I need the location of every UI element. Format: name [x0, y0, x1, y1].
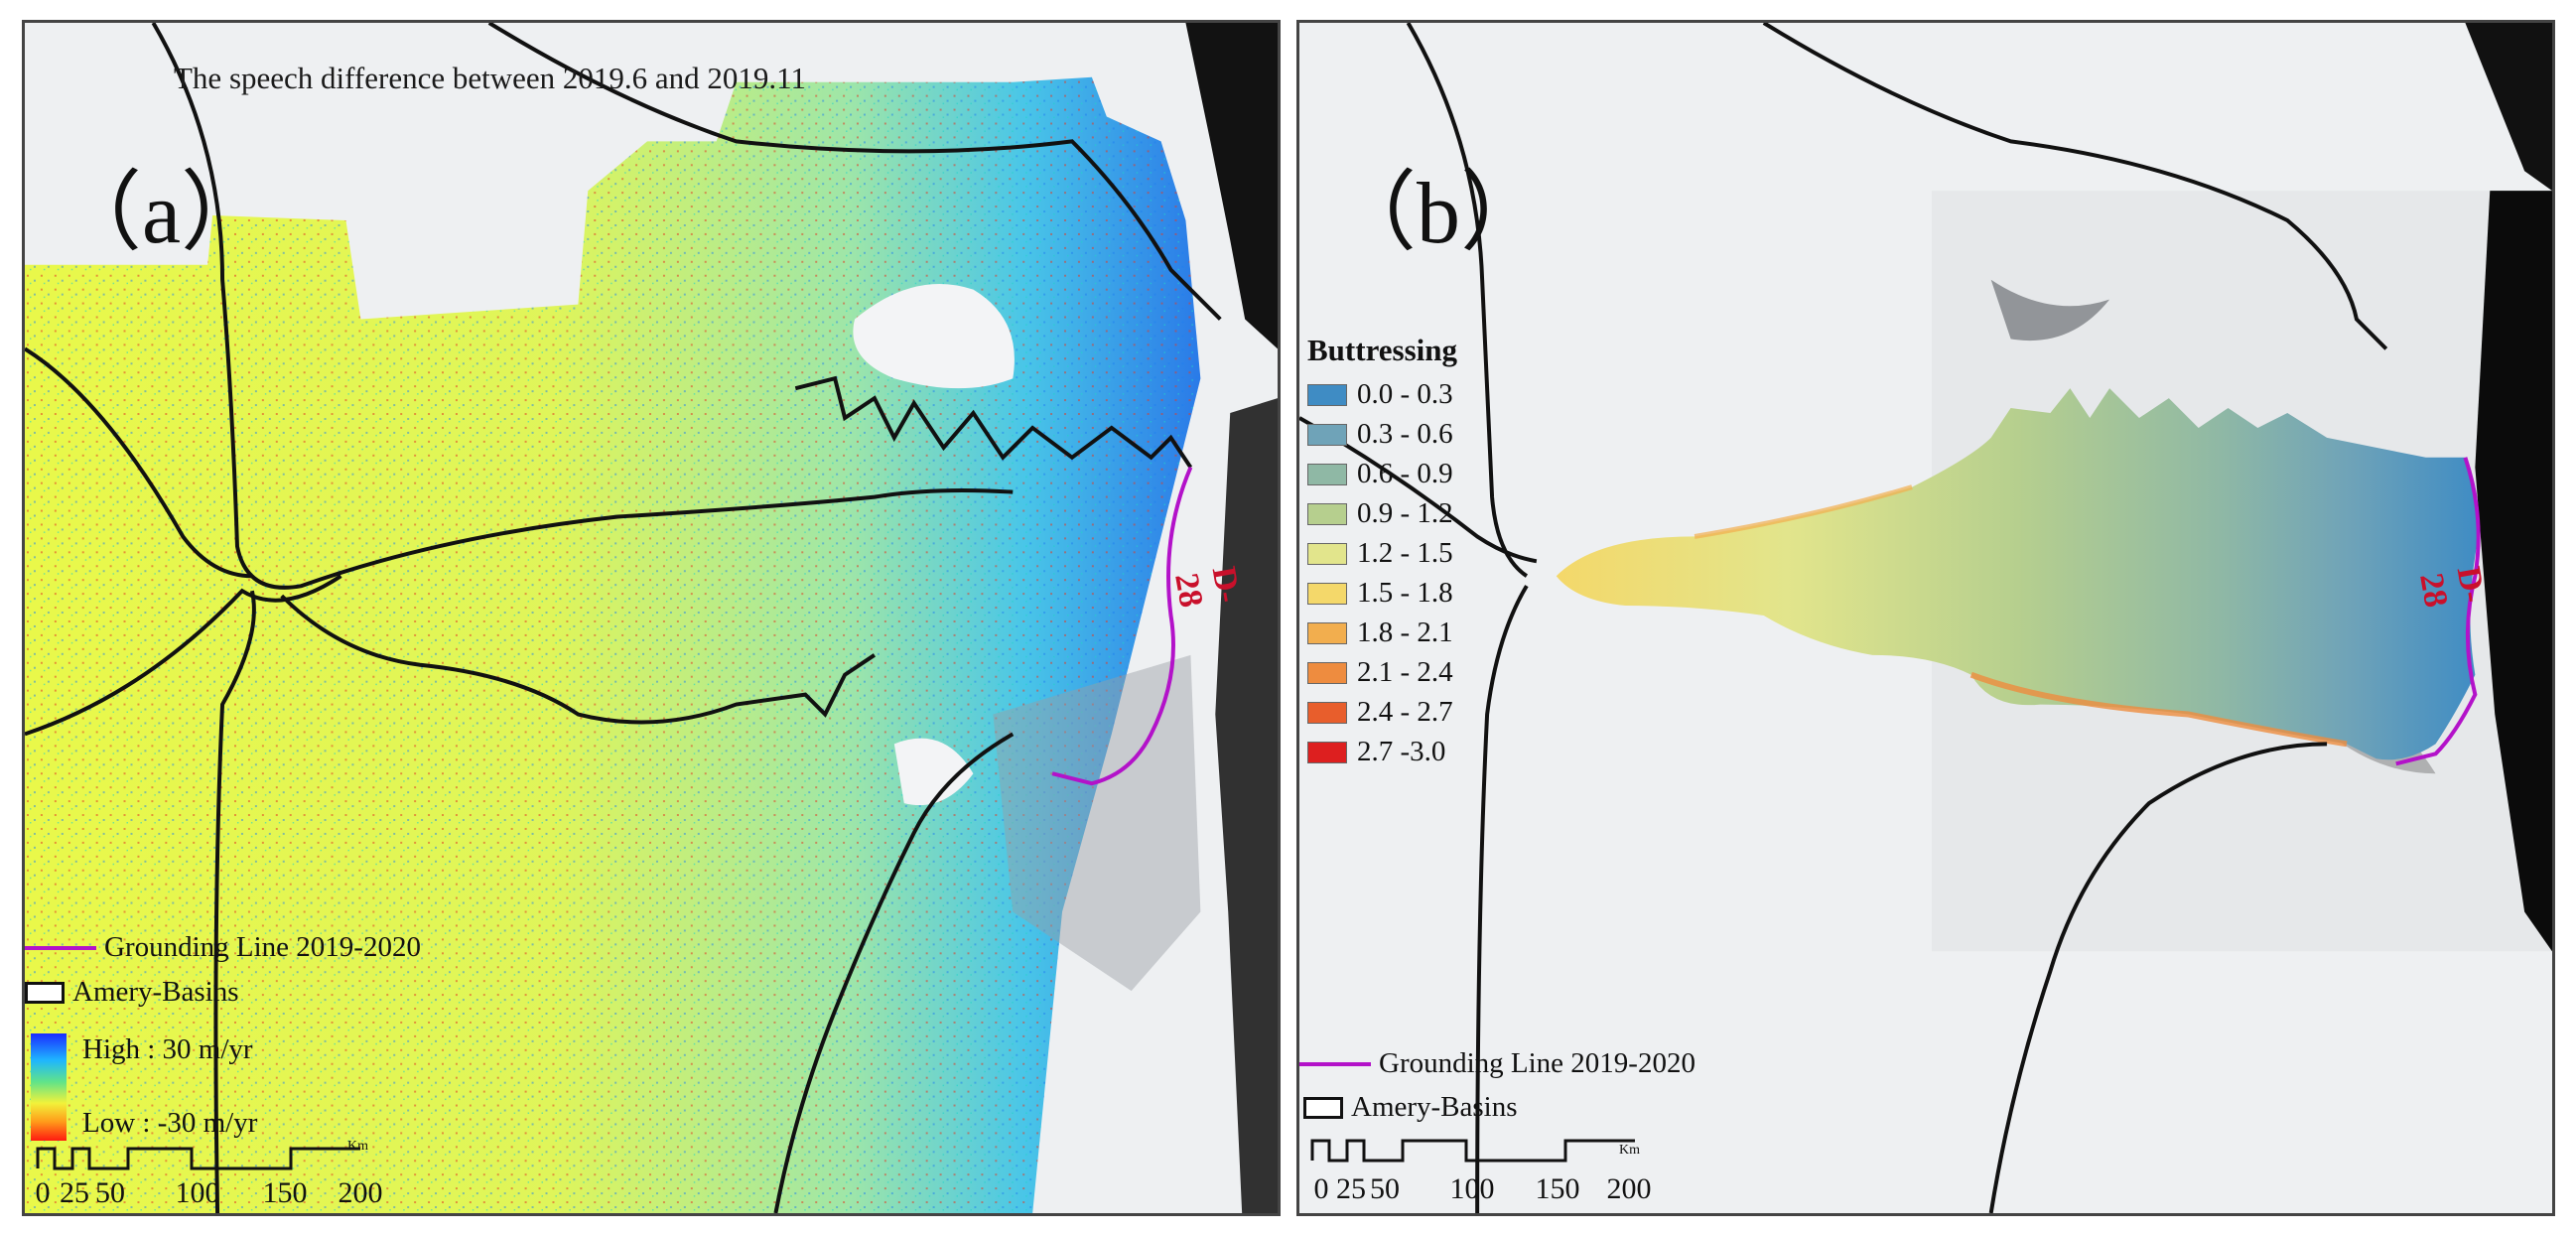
buttressing-swatch — [1307, 621, 1347, 644]
buttressing-class-label: 0.0 - 0.3 — [1357, 378, 1453, 410]
buttressing-class: 1.5 - 1.8 — [1307, 577, 1453, 610]
scale-tick: 25 — [1336, 1172, 1366, 1205]
scale-bar-a — [36, 1147, 360, 1170]
legend-grounding-line-b: Grounding Line 2019-2020 — [1299, 1047, 1695, 1080]
buttressing-swatch — [1307, 423, 1347, 446]
buttressing-class-label: 1.5 - 1.8 — [1357, 577, 1453, 609]
buttressing-swatch — [1307, 542, 1347, 565]
legend-basins-label: Amery-Basins — [1351, 1091, 1518, 1123]
map-panel-a: The speech difference between 2019.6 and… — [22, 20, 1281, 1216]
buttressing-class: 0.9 - 1.2 — [1307, 497, 1453, 530]
buttressing-swatch — [1307, 582, 1347, 605]
buttressing-swatch — [1307, 661, 1347, 684]
map-title: The speech difference between 2019.6 and… — [174, 61, 806, 95]
buttressing-class: 1.2 - 1.5 — [1307, 537, 1453, 570]
legend-basins-a: Amery-Basins — [25, 976, 239, 1009]
buttressing-class-label: 0.9 - 1.2 — [1357, 497, 1453, 529]
scale-tick: 200 — [338, 1176, 383, 1209]
scale-tick: 100 — [175, 1176, 220, 1209]
buttressing-legend-title: Buttressing — [1307, 333, 1458, 367]
legend-grounding-line-a: Grounding Line 2019-2020 — [25, 931, 421, 964]
colorbar-low-label: Low : -30 m/yr — [82, 1107, 258, 1139]
buttressing-class-label: 2.4 - 2.7 — [1357, 696, 1453, 728]
scale-tick: 150 — [262, 1176, 308, 1209]
grounding-line-swatch — [1299, 1061, 1371, 1066]
iceberg-label-b: D-28 — [2412, 564, 2493, 611]
colorbar-high-label: High : 30 m/yr — [82, 1033, 253, 1065]
buttressing-class-label: 1.2 - 1.5 — [1357, 537, 1453, 569]
buttressing-class-label: 2.7 -3.0 — [1357, 736, 1446, 767]
scale-tick: 0 — [1313, 1172, 1329, 1205]
scale-tick: 50 — [95, 1176, 125, 1209]
buttressing-class: 0.6 - 0.9 — [1307, 458, 1453, 490]
grounding-line-swatch — [25, 945, 96, 950]
buttressing-swatch — [1307, 383, 1347, 406]
velocity-colorbar — [31, 1033, 67, 1141]
scale-tick: 0 — [35, 1176, 51, 1209]
basin-swatch — [25, 981, 65, 1004]
legend-grounding-line-label: Grounding Line 2019-2020 — [1379, 1047, 1695, 1079]
legend-basins-b: Amery-Basins — [1303, 1091, 1518, 1124]
legend-basins-label: Amery-Basins — [72, 976, 239, 1008]
panel-label-b: （b） — [1329, 166, 1549, 262]
buttressing-class-label: 2.1 - 2.4 — [1357, 656, 1453, 688]
buttressing-class: 2.1 - 2.4 — [1307, 656, 1453, 689]
buttressing-map — [1299, 23, 2552, 1213]
buttressing-class-label: 0.6 - 0.9 — [1357, 458, 1453, 489]
basin-swatch — [1303, 1096, 1343, 1119]
grounding-line-b — [2395, 457, 2481, 766]
scale-unit-a: Km — [347, 1139, 368, 1154]
buttressing-class: 2.4 - 2.7 — [1307, 696, 1453, 729]
scale-bar-b — [1310, 1139, 1635, 1163]
scale-ticks-a: 0 25 50 100 150 200 — [33, 1176, 383, 1210]
buttressing-class: 0.0 - 0.3 — [1307, 378, 1453, 411]
grounding-line-a — [1051, 466, 1193, 786]
buttressing-class: 0.3 - 0.6 — [1307, 418, 1453, 451]
buttressing-swatch — [1307, 741, 1347, 763]
buttressing-swatch — [1307, 463, 1347, 485]
buttressing-class-label: 1.8 - 2.1 — [1357, 617, 1453, 648]
map-panel-b: （b） D-28 Buttressing 0.0 - 0.3 0.3 - 0.6 0… — [1296, 20, 2555, 1216]
legend-grounding-line-label: Grounding Line 2019-2020 — [104, 931, 421, 963]
buttressing-swatch — [1307, 502, 1347, 525]
buttressing-class: 1.8 - 2.1 — [1307, 617, 1453, 649]
scale-tick: 25 — [60, 1176, 89, 1209]
scale-tick: 200 — [1606, 1172, 1652, 1205]
velocity-difference-map — [25, 23, 1278, 1213]
scale-unit-b: Km — [1619, 1143, 1640, 1158]
scale-ticks-b: 0 25 50 100 150 200 — [1307, 1172, 1652, 1206]
scale-tick: 150 — [1535, 1172, 1580, 1205]
scale-tick: 100 — [1449, 1172, 1495, 1205]
buttressing-class: 2.7 -3.0 — [1307, 736, 1445, 768]
panel-label-a: （a） — [55, 166, 269, 262]
buttressing-shelf — [1556, 388, 2479, 760]
buttressing-class-label: 0.3 - 0.6 — [1357, 418, 1453, 450]
basin-boundaries — [25, 23, 1222, 1213]
buttressing-swatch — [1307, 701, 1347, 724]
scale-tick: 50 — [1370, 1172, 1400, 1205]
